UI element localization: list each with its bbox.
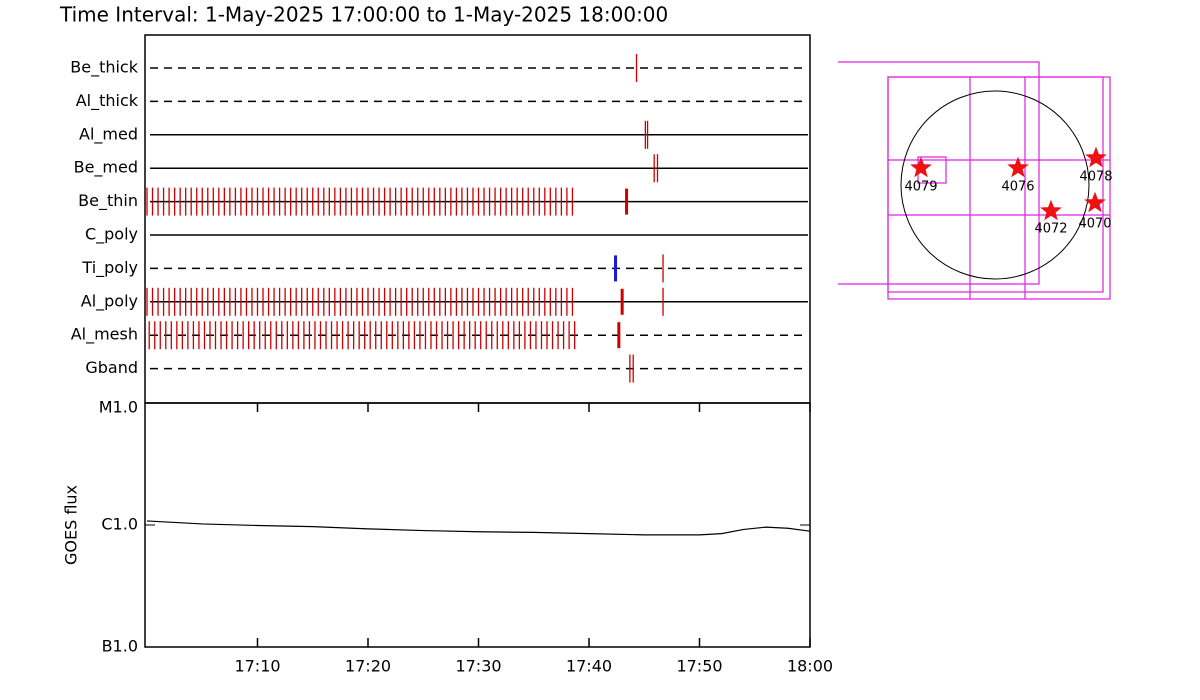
y-tick-label: B1.0 [102,637,138,656]
x-tick-label: 17:30 [455,657,501,676]
x-tick-label: 18:00 [787,657,833,676]
region-label: 4076 [1001,180,1034,195]
region-label: 4078 [1079,170,1112,185]
row-label: Ti_poly [81,258,138,278]
title: Time Interval: 1-May-2025 17:00:00 to 1-… [59,3,668,27]
y-tick-label: C1.0 [101,515,138,534]
map-box [838,61,1040,285]
region-star [1040,199,1062,221]
region-star [910,156,932,178]
x-tick-label: 17:10 [234,657,280,676]
x-tick-label: 17:50 [676,657,722,676]
region-star [1085,146,1107,168]
region-label: 4070 [1078,217,1111,232]
row-label: Be_thin [78,191,138,211]
map [838,61,1111,300]
region-star [1084,191,1106,213]
row-label: Be_thick [70,58,138,78]
region-star [1007,156,1029,178]
row-label: C_poly [85,225,138,245]
y-tick-label: M1.0 [99,398,138,417]
x-tick-label: 17:40 [566,657,612,676]
row-label: Gband [85,358,138,377]
region-label: 4072 [1034,222,1067,237]
x-tick-label: 17:20 [345,657,391,676]
row-label: Al_mesh [71,325,138,345]
y-axis-label: GOES flux [62,485,81,565]
timeline-frame [144,34,811,404]
map-box [887,76,1104,293]
row-label: Al_med [79,124,138,144]
row-label: Be_med [74,158,138,178]
region-label: 4079 [904,180,937,195]
row-label: Al_poly [81,291,138,311]
row-label: Al_thick [76,91,139,111]
goes-curve [146,520,811,536]
solar-disk [900,90,1090,280]
